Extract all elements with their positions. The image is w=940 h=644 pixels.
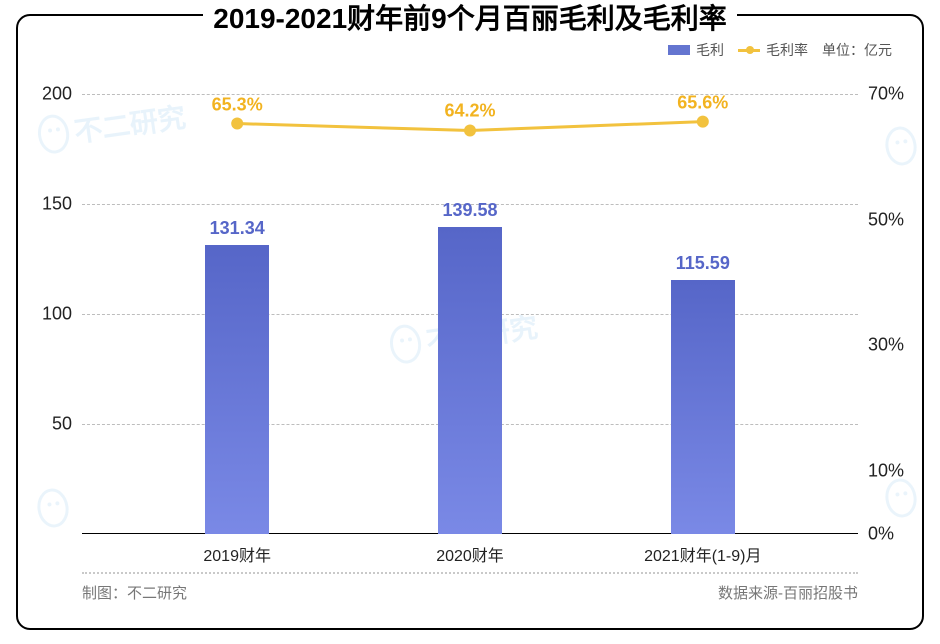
footer-right: 数据来源-百丽招股书 (718, 582, 858, 604)
category-label: 2020财年 (436, 542, 504, 566)
y-right-tick-label: 70% (858, 84, 904, 105)
chart-card: 2019-2021财年前9个月百丽毛利及毛利率 毛利 毛利率 单位：亿元 不二研… (16, 14, 924, 630)
line-value-label: 65.6% (677, 92, 728, 113)
bar-value-label: 115.59 (676, 253, 730, 274)
footer: 制图：不二研究 数据来源-百丽招股书 (82, 572, 858, 604)
category-label: 2021财年(1-9)月 (644, 542, 761, 566)
y-right-tick-label: 30% (858, 335, 904, 356)
y-right-tick-label: 10% (858, 461, 904, 482)
plot-area: 501001502000%10%30%50%70%131.342019财年139… (82, 94, 858, 534)
watermark (881, 476, 920, 520)
line-value-label: 65.3% (212, 94, 263, 115)
legend-bar: 毛利 (668, 40, 724, 60)
legend-bar-label: 毛利 (696, 40, 724, 60)
legend-unit: 单位：亿元 (822, 40, 892, 60)
gridline (82, 94, 858, 95)
bar: 139.58 (438, 227, 502, 534)
bar-value-label: 139.58 (442, 200, 497, 221)
watermark (881, 124, 920, 168)
y-right-tick-label: 0% (858, 524, 894, 545)
y-left-tick-label: 50 (52, 414, 82, 435)
category-label: 2019财年 (203, 542, 271, 566)
y-left-tick-label: 100 (42, 304, 82, 325)
bar: 131.34 (205, 245, 269, 534)
bar: 115.59 (671, 280, 735, 534)
legend-line-label: 毛利率 (766, 40, 808, 60)
line-swatch-icon (738, 49, 760, 52)
line-value-label: 64.2% (444, 101, 495, 122)
legend: 毛利 毛利率 单位：亿元 (668, 40, 892, 60)
footer-left: 制图：不二研究 (82, 582, 187, 604)
chart-title: 2019-2021财年前9个月百丽毛利及毛利率 (203, 0, 736, 37)
y-right-tick-label: 50% (858, 209, 904, 230)
bar-swatch-icon (668, 45, 690, 55)
legend-line: 毛利率 (738, 40, 808, 60)
bar-value-label: 131.34 (210, 218, 265, 239)
y-left-tick-label: 150 (42, 194, 82, 215)
y-left-tick-label: 200 (42, 84, 82, 105)
watermark (33, 486, 72, 530)
